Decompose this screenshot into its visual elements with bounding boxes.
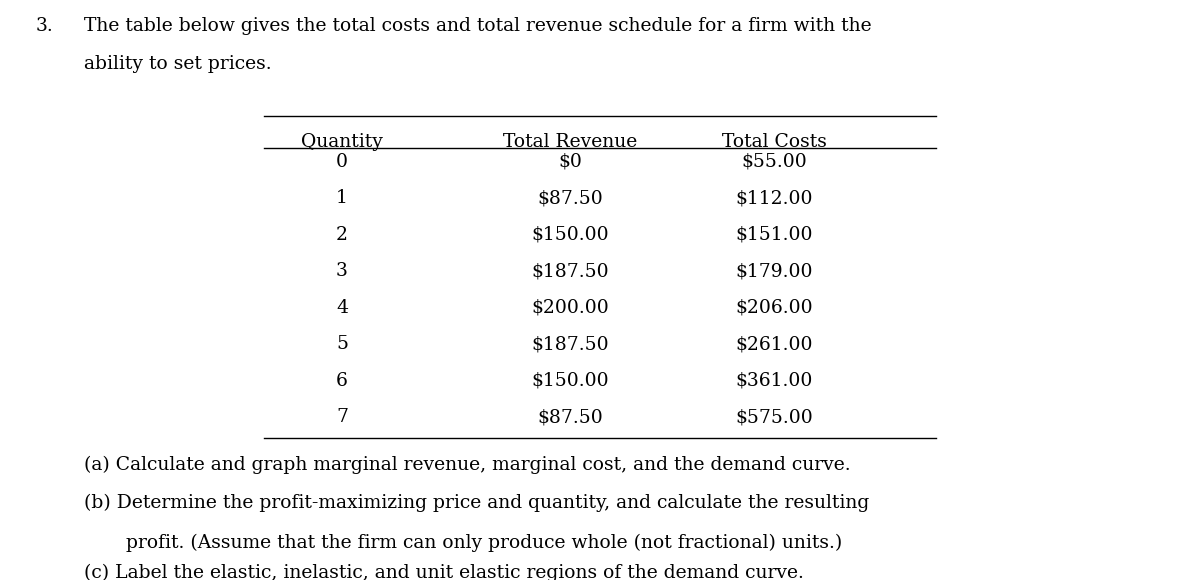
Text: Total Costs: Total Costs <box>721 133 827 151</box>
Text: $187.50: $187.50 <box>532 335 608 353</box>
Text: 3: 3 <box>336 262 348 280</box>
Text: $0: $0 <box>558 153 582 171</box>
Text: (a) Calculate and graph marginal revenue, marginal cost, and the demand curve.: (a) Calculate and graph marginal revenue… <box>84 455 851 473</box>
Text: 5: 5 <box>336 335 348 353</box>
Text: $151.00: $151.00 <box>736 226 812 244</box>
Text: $87.50: $87.50 <box>538 189 602 207</box>
Text: Total Revenue: Total Revenue <box>503 133 637 151</box>
Text: 3.: 3. <box>36 17 54 35</box>
Text: $206.00: $206.00 <box>736 299 812 317</box>
Text: $87.50: $87.50 <box>538 408 602 426</box>
Text: profit. (Assume that the firm can only produce whole (not fractional) units.): profit. (Assume that the firm can only p… <box>126 534 842 552</box>
Text: 6: 6 <box>336 372 348 390</box>
Text: Quantity: Quantity <box>301 133 383 151</box>
Text: $150.00: $150.00 <box>532 226 608 244</box>
Text: $361.00: $361.00 <box>736 372 812 390</box>
Text: 7: 7 <box>336 408 348 426</box>
Text: $55.00: $55.00 <box>742 153 806 171</box>
Text: $150.00: $150.00 <box>532 372 608 390</box>
Text: $261.00: $261.00 <box>736 335 812 353</box>
Text: (c) Label the elastic, inelastic, and unit elastic regions of the demand curve.: (c) Label the elastic, inelastic, and un… <box>84 564 804 580</box>
Text: $200.00: $200.00 <box>532 299 608 317</box>
Text: (b) Determine the profit-maximizing price and quantity, and calculate the result: (b) Determine the profit-maximizing pric… <box>84 494 869 512</box>
Text: $187.50: $187.50 <box>532 262 608 280</box>
Text: 2: 2 <box>336 226 348 244</box>
Text: The table below gives the total costs and total revenue schedule for a firm with: The table below gives the total costs an… <box>84 17 871 35</box>
Text: 4: 4 <box>336 299 348 317</box>
Text: 0: 0 <box>336 153 348 171</box>
Text: $575.00: $575.00 <box>736 408 812 426</box>
Text: ability to set prices.: ability to set prices. <box>84 55 271 73</box>
Text: $112.00: $112.00 <box>736 189 812 207</box>
Text: $179.00: $179.00 <box>736 262 812 280</box>
Text: 1: 1 <box>336 189 348 207</box>
